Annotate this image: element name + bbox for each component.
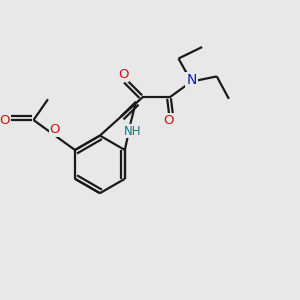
Text: O: O <box>163 114 174 127</box>
Text: O: O <box>50 123 60 136</box>
Text: O: O <box>118 68 128 81</box>
Text: N: N <box>186 73 197 87</box>
Text: O: O <box>0 114 10 127</box>
Text: NH: NH <box>123 124 141 137</box>
